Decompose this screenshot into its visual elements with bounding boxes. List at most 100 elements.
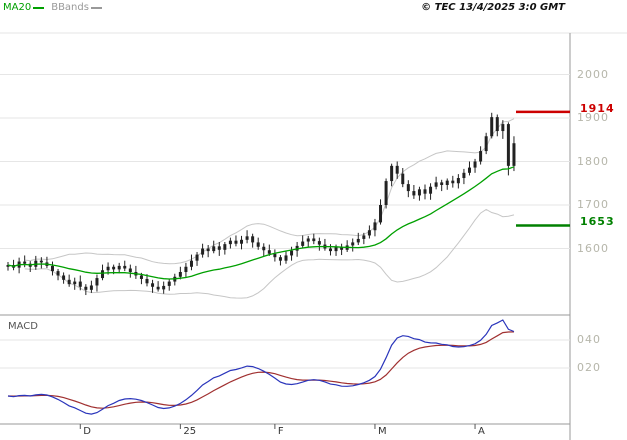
candle-body xyxy=(128,268,132,272)
support-level-label: 1653 xyxy=(580,215,615,229)
candle-body xyxy=(112,266,116,270)
candle-body xyxy=(123,265,127,269)
candle-body xyxy=(39,260,43,263)
candle-body xyxy=(256,242,260,247)
candle-body xyxy=(301,241,305,246)
candle-body xyxy=(189,260,193,267)
time-axis-label: M xyxy=(377,426,387,437)
candle-body xyxy=(312,238,316,242)
candle-body xyxy=(206,248,210,252)
candle-body xyxy=(234,240,238,244)
candle-body xyxy=(56,271,60,276)
candle-body xyxy=(62,275,66,280)
candle-body xyxy=(178,271,182,277)
candle-body xyxy=(223,244,227,250)
candle-body xyxy=(145,278,149,284)
macd-panel-label: MACD xyxy=(8,321,38,332)
candle-body xyxy=(512,143,516,166)
bbands-line-swatch xyxy=(90,6,102,9)
candle-body xyxy=(84,286,88,290)
price-axis-label: 1900 xyxy=(577,111,609,124)
candle-body xyxy=(217,246,221,250)
candle-body xyxy=(362,235,366,239)
candle-body xyxy=(228,240,232,245)
candle-body xyxy=(412,191,416,196)
candle-body xyxy=(473,161,477,168)
candle-body xyxy=(490,117,494,137)
candle-body xyxy=(501,124,505,132)
candle-body xyxy=(401,173,405,185)
candle-body xyxy=(379,205,383,223)
bbands-legend-label: BBands xyxy=(51,2,89,13)
candle-body xyxy=(351,242,355,246)
ma20-legend-label: MA20 xyxy=(3,2,32,13)
candle-body xyxy=(156,286,160,290)
candle-body xyxy=(151,283,155,287)
candle-body xyxy=(429,186,433,194)
legend-item-ma20: MA20 xyxy=(3,2,45,13)
bband-upper-line xyxy=(24,118,515,265)
candle-body xyxy=(467,167,471,173)
candle-body xyxy=(106,266,110,271)
candle-body xyxy=(251,236,255,243)
candle-body xyxy=(201,248,205,255)
candle-body xyxy=(484,136,488,152)
macd-signal-line xyxy=(7,331,515,409)
time-axis-label: D xyxy=(83,426,91,437)
candle-body xyxy=(406,184,410,192)
candle-body xyxy=(317,241,321,245)
candle-body xyxy=(184,266,188,272)
candle-body xyxy=(423,189,427,194)
time-axis-label: 25 xyxy=(183,426,197,437)
candle-body xyxy=(479,151,483,162)
candle-body xyxy=(440,182,444,185)
candle-body xyxy=(306,238,310,242)
candle-body xyxy=(417,189,421,196)
candle-body xyxy=(212,246,216,252)
resistance-level-label: 1914 xyxy=(580,101,615,115)
candle-body xyxy=(284,255,288,261)
candle-body xyxy=(139,275,143,279)
price-axis-label: 1600 xyxy=(577,241,609,255)
legend-item-bbands: BBands xyxy=(51,2,102,13)
time-axis-label: A xyxy=(478,426,485,437)
candle-body xyxy=(434,182,438,187)
candle-body xyxy=(73,281,77,285)
candle-body xyxy=(328,248,332,252)
candle-body xyxy=(456,178,460,184)
ma20-line-swatch xyxy=(33,6,45,9)
bband-lower-line xyxy=(24,208,515,299)
candle-body xyxy=(67,279,71,285)
candle-body xyxy=(384,181,388,205)
candle-body xyxy=(267,250,271,254)
candle-body xyxy=(506,124,510,166)
candle-body xyxy=(373,222,377,231)
macd-axis-label: 020 xyxy=(577,361,601,374)
price-axis-label: 1800 xyxy=(577,154,609,168)
macd-axis-label: 040 xyxy=(577,333,601,346)
candle-body xyxy=(395,165,399,174)
candle-body xyxy=(89,285,93,290)
candle-body xyxy=(462,172,466,179)
candle-body xyxy=(334,246,338,252)
candle-body xyxy=(390,165,394,182)
candle-body xyxy=(278,257,282,261)
price-axis-label: 1700 xyxy=(577,198,609,211)
time-axis-label: F xyxy=(277,426,284,437)
candle-body xyxy=(262,246,266,251)
candle-body xyxy=(78,281,82,287)
candle-body xyxy=(290,250,294,256)
candle-body xyxy=(95,278,99,286)
candle-body xyxy=(356,238,360,243)
candle-body xyxy=(117,265,121,270)
candle-body xyxy=(245,236,249,240)
price-axis-label: 2000 xyxy=(577,67,609,81)
candle-body xyxy=(273,253,277,258)
candle-body xyxy=(101,270,105,279)
candle-body xyxy=(195,254,199,261)
candle-body xyxy=(23,261,27,264)
candle-body xyxy=(6,265,10,267)
legend: MA20 BBands xyxy=(3,2,102,13)
